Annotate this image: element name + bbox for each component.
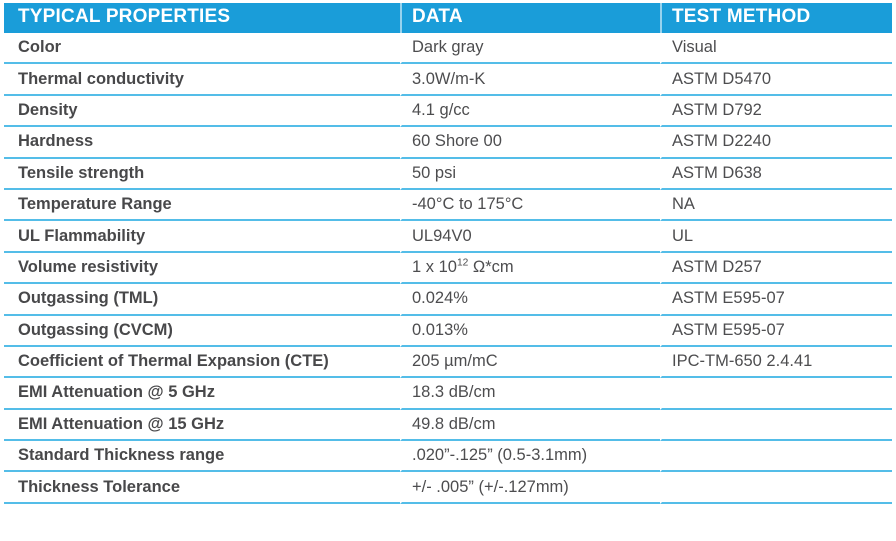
data-cell: 0.024% bbox=[400, 284, 660, 316]
data-cell: 50 psi bbox=[400, 158, 660, 190]
table-row-outgassing-tml: Outgassing (TML) 0.024% ASTM E595-07 bbox=[4, 284, 892, 316]
data-cell: .020”-.125” (0.5-3.1mm) bbox=[400, 441, 660, 473]
method-cell bbox=[660, 409, 892, 442]
value-base: 1 x 10 bbox=[412, 257, 457, 276]
column-header-typical-properties: TYPICAL PROPERTIES bbox=[4, 3, 400, 33]
data-cell: 4.1 g/cc bbox=[400, 95, 660, 128]
method-cell bbox=[660, 472, 892, 504]
property-cell: Outgassing (CVCM) bbox=[4, 316, 400, 347]
method-cell: ASTM D2240 bbox=[660, 127, 892, 159]
property-cell: Temperature Range bbox=[4, 190, 400, 222]
table-row-volume-resistivity: Volume resistivity 1 x 1012 Ω*cm ASTM D2… bbox=[4, 252, 892, 285]
property-cell: UL Flammability bbox=[4, 221, 400, 253]
table-row-density: Density 4.1 g/cc ASTM D792 bbox=[4, 95, 892, 128]
table-row-cte: Coefficient of Thermal Expansion (CTE) 2… bbox=[4, 346, 892, 379]
data-cell: -40°C to 175°C bbox=[400, 189, 660, 222]
method-cell: NA bbox=[660, 189, 892, 222]
table-row-temperature-range: Temperature Range -40°C to 175°C NA bbox=[4, 189, 892, 222]
data-cell: 3.0W/m-K bbox=[400, 64, 660, 96]
data-cell: 205 µm/mC bbox=[400, 346, 660, 379]
property-cell: Standard Thickness range bbox=[4, 441, 400, 473]
table-row-emi-attenuation-5ghz: EMI Attenuation @ 5 GHz 18.3 dB/cm bbox=[4, 378, 892, 410]
column-header-data: DATA bbox=[400, 3, 660, 33]
table-row-thickness-tolerance: Thickness Tolerance +/- .005” (+/-.127mm… bbox=[4, 472, 892, 504]
data-cell: +/- .005” (+/-.127mm) bbox=[400, 472, 660, 504]
property-cell: EMI Attenuation @ 15 GHz bbox=[4, 410, 400, 442]
data-cell: Dark gray bbox=[400, 33, 660, 65]
typical-properties-table: TYPICAL PROPERTIES DATA TEST METHOD Colo… bbox=[4, 3, 892, 504]
method-cell: ASTM E595-07 bbox=[660, 315, 892, 347]
method-cell: ASTM D638 bbox=[660, 158, 892, 190]
table-row-standard-thickness-range: Standard Thickness range .020”-.125” (0.… bbox=[4, 441, 892, 473]
value-tail: Ω*cm bbox=[468, 257, 514, 276]
property-cell: Thermal conductivity bbox=[4, 64, 400, 96]
table-row-tensile-strength: Tensile strength 50 psi ASTM D638 bbox=[4, 158, 892, 190]
property-cell: EMI Attenuation @ 5 GHz bbox=[4, 378, 400, 410]
data-cell: 49.8 dB/cm bbox=[400, 409, 660, 442]
method-cell: ASTM D5470 bbox=[660, 64, 892, 96]
property-cell: Coefficient of Thermal Expansion (CTE) bbox=[4, 347, 400, 379]
table-row-hardness: Hardness 60 Shore 00 ASTM D2240 bbox=[4, 127, 892, 159]
data-cell: 60 Shore 00 bbox=[400, 127, 660, 159]
value-exponent: 12 bbox=[456, 257, 469, 269]
table-row-color: Color Dark gray Visual bbox=[4, 33, 892, 65]
data-cell: UL94V0 bbox=[400, 221, 660, 253]
property-cell: Color bbox=[4, 33, 400, 65]
data-cell: 18.3 dB/cm bbox=[400, 378, 660, 410]
method-cell: ASTM D257 bbox=[660, 252, 892, 285]
property-cell: Density bbox=[4, 96, 400, 128]
property-cell: Outgassing (TML) bbox=[4, 284, 400, 316]
property-cell: Hardness bbox=[4, 127, 400, 159]
method-cell: ASTM D792 bbox=[660, 95, 892, 128]
column-header-test-method: TEST METHOD bbox=[660, 3, 892, 33]
table-row-thermal-conductivity: Thermal conductivity 3.0W/m-K ASTM D5470 bbox=[4, 64, 892, 96]
data-cell: 1 x 1012 Ω*cm bbox=[400, 252, 660, 285]
property-cell: Thickness Tolerance bbox=[4, 472, 400, 504]
data-cell: 0.013% bbox=[400, 315, 660, 347]
property-cell: Volume resistivity bbox=[4, 253, 400, 285]
header-row: TYPICAL PROPERTIES DATA TEST METHOD bbox=[4, 3, 892, 33]
method-cell bbox=[660, 441, 892, 473]
property-cell: Tensile strength bbox=[4, 159, 400, 190]
datasheet-page: TYPICAL PROPERTIES DATA TEST METHOD Colo… bbox=[4, 3, 892, 504]
table-row-ul-flammability: UL Flammability UL94V0 UL bbox=[4, 221, 892, 253]
method-cell bbox=[660, 378, 892, 410]
method-cell: IPC-TM-650 2.4.41 bbox=[660, 346, 892, 379]
method-cell: UL bbox=[660, 221, 892, 253]
table-row-emi-attenuation-15ghz: EMI Attenuation @ 15 GHz 49.8 dB/cm bbox=[4, 409, 892, 442]
method-cell: Visual bbox=[660, 33, 892, 65]
table-row-outgassing-cvcm: Outgassing (CVCM) 0.013% ASTM E595-07 bbox=[4, 315, 892, 347]
method-cell: ASTM E595-07 bbox=[660, 284, 892, 316]
